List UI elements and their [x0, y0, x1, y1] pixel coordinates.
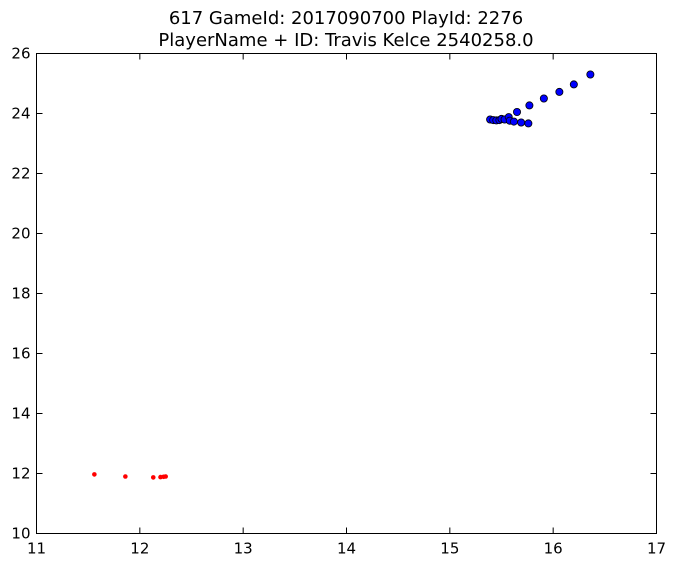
- y-tick-label: 16: [11, 345, 30, 363]
- series-1-point: [513, 108, 522, 117]
- y-tick-label: 18: [11, 285, 30, 303]
- series-1-point: [555, 87, 564, 96]
- x-tick-label: 15: [440, 540, 459, 558]
- series-1-point: [586, 70, 595, 79]
- y-tick-label: 26: [11, 45, 30, 63]
- chart-title-line-1: 617 GameId: 2017090700 PlayId: 2276: [169, 8, 523, 29]
- y-tick-label: 12: [11, 465, 30, 483]
- y-tick-label: 22: [11, 165, 30, 183]
- series-0-point: [163, 474, 168, 479]
- chart-title-line-2: PlayerName + ID: Travis Kelce 2540258.0: [158, 30, 533, 51]
- series-0-point: [123, 474, 128, 479]
- series-1-point: [525, 101, 534, 110]
- series-1-point: [569, 80, 578, 89]
- axis-ticks: 11 12 13 14 15 16 17 10 12 14 16 18 20 22 24 26: [11, 45, 666, 558]
- series-0-point: [92, 472, 97, 477]
- y-tick-label: 10: [11, 525, 30, 543]
- series-1-point: [517, 118, 526, 127]
- x-tick-label: 12: [130, 540, 149, 558]
- x-tick-label: 11: [27, 540, 46, 558]
- y-tick-label: 24: [11, 105, 30, 123]
- x-tick-label: 14: [337, 540, 356, 558]
- data-points: [92, 70, 595, 480]
- series-1-point: [524, 119, 533, 128]
- plot-frame: [36, 53, 657, 534]
- series-0-point: [150, 475, 156, 480]
- x-tick-label: 17: [647, 540, 666, 558]
- x-tick-label: 13: [234, 540, 253, 558]
- x-tick-label: 16: [544, 540, 563, 558]
- series-1-point: [539, 94, 548, 103]
- y-tick-label: 20: [11, 225, 30, 243]
- series-1-point: [509, 117, 518, 126]
- y-tick-label: 14: [11, 405, 30, 423]
